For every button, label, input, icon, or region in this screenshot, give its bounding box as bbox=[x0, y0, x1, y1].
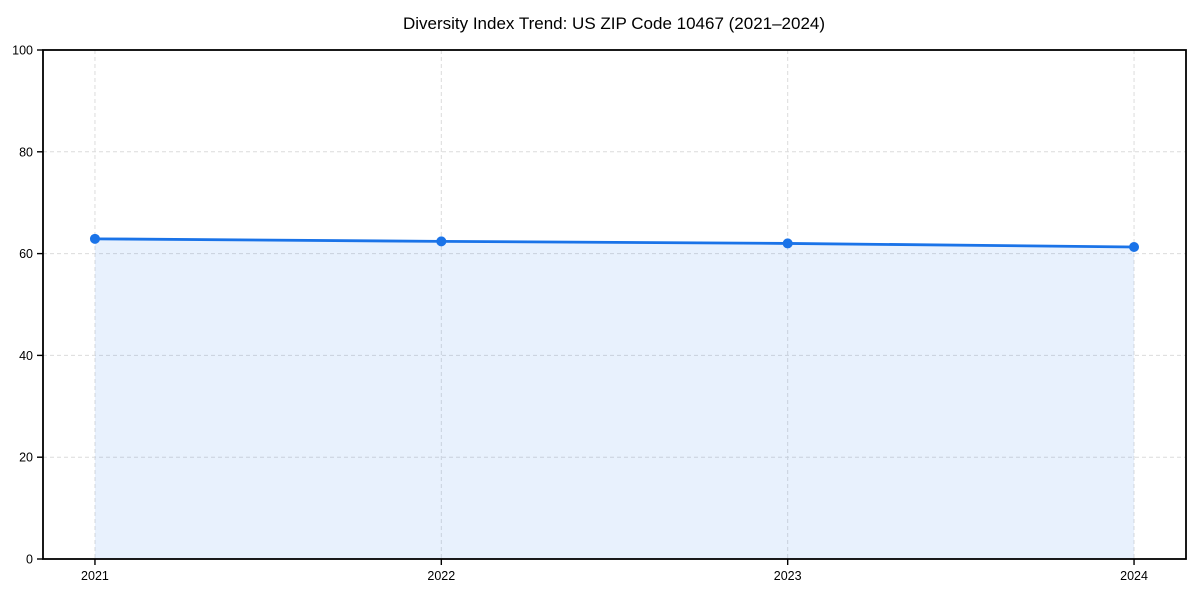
area-fill bbox=[94, 238, 1135, 560]
plot-border bbox=[42, 49, 1187, 560]
x-tick-label: 2021 bbox=[81, 569, 109, 583]
y-tick-label: 80 bbox=[19, 145, 33, 159]
x-tick-label: 2023 bbox=[774, 569, 802, 583]
plot-area: 0 20 40 60 80 100 2021 2022 2023 2024 bbox=[12, 44, 1187, 583]
data-point-marker bbox=[782, 238, 793, 249]
x-tick-label: 2024 bbox=[1120, 569, 1148, 583]
x-tick-label: 2022 bbox=[427, 569, 455, 583]
data-point-marker bbox=[1129, 241, 1140, 252]
y-tick-label: 40 bbox=[19, 349, 33, 363]
y-tick-label: 100 bbox=[12, 44, 33, 58]
data-point-marker bbox=[436, 236, 447, 247]
y-tick-label: 0 bbox=[26, 553, 33, 567]
y-tick-label: 60 bbox=[19, 247, 33, 261]
chart-title: Diversity Index Trend: US ZIP Code 10467… bbox=[403, 14, 825, 33]
y-tick-label: 20 bbox=[19, 451, 33, 465]
trend-line bbox=[93, 237, 1136, 249]
data-point-marker bbox=[89, 233, 100, 244]
